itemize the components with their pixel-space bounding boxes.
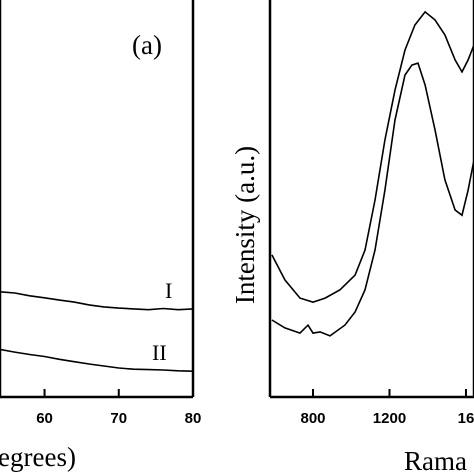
x-tick-label: 800 — [301, 410, 326, 427]
x-axis-label: egrees) — [0, 442, 76, 472]
data-line — [271, 62, 474, 337]
panel-label: (a) — [132, 30, 162, 60]
data-line — [271, 10, 474, 303]
x-tick-label: 70 — [110, 410, 127, 427]
data-line — [0, 291, 194, 311]
x-tick-label: 1200 — [373, 410, 406, 427]
x-axis-label: Rama — [404, 446, 467, 474]
series-label: II — [152, 340, 167, 365]
data-line — [0, 348, 194, 372]
x-tick-label: 80 — [185, 410, 202, 427]
x-tick-label: 60 — [36, 410, 53, 427]
x-tick-label: 16 — [458, 410, 474, 427]
y-axis-label: Intensity (a.u.) — [230, 146, 260, 304]
series-label: I — [165, 278, 172, 303]
